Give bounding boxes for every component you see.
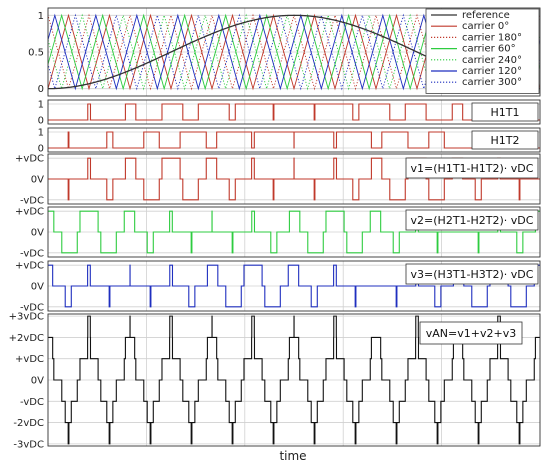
panel-border-h1t2 [47, 127, 541, 153]
panel-van: +3vDC +2vDC +vDC 0V -vDC -2vDC -3vDC vAN=v1+v2+… [9, 312, 541, 450]
signal-van [48, 315, 540, 445]
ytick-label-van-6: -3vDC [13, 439, 44, 450]
ytick-label-v3-0: +vDC [15, 261, 44, 272]
legend-label-0: reference [462, 10, 510, 21]
annotation-box-v3 [405, 263, 539, 285]
ytick-label-van-3: 0V [31, 376, 44, 387]
annotation-box-v1 [405, 157, 539, 179]
ytick-label-v3-1: 0V [31, 282, 44, 293]
annotation-h1t2: H1T2 [491, 134, 520, 147]
panel-v2: +vDC 0V -vDC v2=(H2T1-H2T2)· vDC [15, 206, 541, 259]
annotation-h1t1: H1T1 [491, 106, 520, 119]
panel-h1t1: 1 0 H1T1 [38, 99, 541, 127]
ytick-label-carrier-0: 1 [38, 11, 44, 22]
legend-label-3: carrier 60° [462, 44, 516, 55]
signal-h1t2 [48, 131, 540, 149]
ytick-label-van-4: -vDC [20, 397, 44, 408]
legend-label-6: carrier 300° [462, 77, 522, 88]
panel-border-carrier [47, 7, 541, 97]
ytick-label-carrier-1: 0.5 [28, 48, 44, 59]
annotation-box-h1t1 [471, 102, 539, 122]
ytick-label-v3-2: -vDC [20, 302, 44, 313]
signal-v2 [48, 210, 540, 254]
panel-border-v1 [47, 153, 541, 205]
panel-border-v3 [47, 260, 541, 312]
panel-h1t2: 1 0 H1T2 [38, 127, 541, 155]
ytick-label-van-0: +3vDC [9, 312, 44, 323]
legend-label-4: carrier 240° [462, 55, 522, 66]
signal-h1t1 [48, 103, 540, 121]
legend-label-1: carrier 0° [462, 21, 509, 32]
panel-v3: +vDC 0V -vDC v3=(H3T1-H3T2)· vDC [15, 260, 541, 313]
ytick-label-v2-0: +vDC [15, 207, 44, 218]
annotation-v2: v2=(H2T1-H2T2)· vDC [411, 214, 534, 227]
annotation-box-van [419, 321, 523, 345]
annotation-van: vAN=v1+v2+v3 [426, 327, 516, 340]
panel-border-van [47, 313, 541, 447]
x-axis-label: time [279, 449, 306, 463]
ytick-label-v1-0: +vDC [15, 154, 44, 165]
annotation-box-h1t2 [471, 130, 539, 150]
ytick-label-van-1: +2vDC [9, 333, 44, 344]
ytick-label-v2-1: 0V [31, 228, 44, 239]
panel-border-h1t1 [47, 99, 541, 125]
ytick-label-h1t2-1: 0 [38, 144, 44, 155]
ytick-label-h1t2-0: 1 [38, 128, 44, 139]
ytick-label-h1t1-0: 1 [38, 100, 44, 111]
panel-border-v2 [47, 206, 541, 258]
ytick-label-v1-2: -vDC [20, 195, 44, 206]
legend-label-2: carrier 180° [462, 32, 522, 43]
ytick-label-h1t1-1: 0 [38, 116, 44, 127]
annotation-v3: v3=(H3T1-H3T2)· vDC [411, 268, 534, 281]
legend-box [425, 8, 540, 94]
ytick-label-v1-1: 0V [31, 175, 44, 186]
ytick-label-van-5: -2vDC [13, 418, 44, 429]
legend-label-5: carrier 120° [462, 66, 522, 77]
panel-v1: +vDC 0V -vDC v1=(H1T1-H1T2)· vDC [15, 153, 541, 206]
ytick-label-carrier-2: 0 [38, 84, 44, 95]
annotation-box-v2 [405, 209, 539, 231]
ytick-label-van-2: +vDC [15, 354, 44, 365]
ytick-label-v2-2: -vDC [20, 248, 44, 259]
annotation-v1: v1=(H1T1-H1T2)· vDC [411, 162, 534, 175]
